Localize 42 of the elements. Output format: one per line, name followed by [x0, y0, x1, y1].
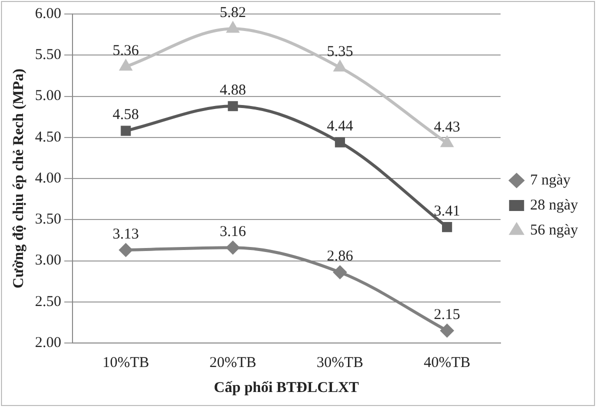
y-tick-label: 4.50	[35, 129, 62, 146]
data-label: 2.86	[326, 248, 354, 265]
data-label: 4.43	[434, 120, 460, 136]
data-label: 5.35	[326, 44, 354, 60]
x-tick-label: 40%TB	[424, 354, 470, 371]
point	[440, 324, 454, 338]
y-tick-label: 3.00	[35, 252, 62, 269]
data-label: 5.82	[220, 5, 246, 22]
point	[227, 22, 239, 33]
y-tick-label: 2.00	[35, 334, 62, 351]
legend-label: 7 ngày	[530, 172, 571, 188]
y-tick-label: 2.50	[35, 294, 62, 310]
point	[120, 126, 131, 136]
point	[120, 60, 132, 71]
x-tick-label: 30%TB	[316, 354, 364, 371]
data-label: 4.58	[112, 107, 139, 124]
point	[119, 244, 132, 257]
data-label: 5.36	[112, 43, 140, 60]
x-axis-title: Cấp phối BTĐLCLXT	[214, 380, 359, 396]
data-label: 2.15	[434, 307, 460, 324]
y-tick-label: 5.00	[35, 88, 62, 104]
y-tick-label: 3.50	[35, 212, 62, 228]
data-label: 3.41	[434, 203, 460, 220]
data-label: 3.13	[112, 226, 139, 242]
y-tick-label: 5.50	[35, 47, 62, 64]
data-label: 4.44	[326, 118, 354, 135]
point	[226, 241, 240, 254]
x-tick-label: 20%TB	[210, 354, 256, 371]
point	[442, 222, 452, 232]
legend-label: 56 ngày	[530, 222, 578, 238]
x-tick-label: 10%TB	[102, 354, 150, 371]
y-axis-title: Cường độ chịu ép chẻ Rech (MPa)	[10, 68, 27, 288]
data-label: 4.88	[220, 82, 246, 99]
point	[228, 101, 238, 112]
data-label: 3.16	[220, 224, 247, 240]
point	[441, 136, 453, 148]
point	[334, 60, 346, 72]
point	[334, 137, 345, 148]
y-tick-label: 4.00	[35, 170, 62, 186]
legend-label: 28 ngày	[530, 197, 578, 214]
y-tick-label: 6.00	[35, 6, 62, 22]
point	[333, 266, 346, 279]
